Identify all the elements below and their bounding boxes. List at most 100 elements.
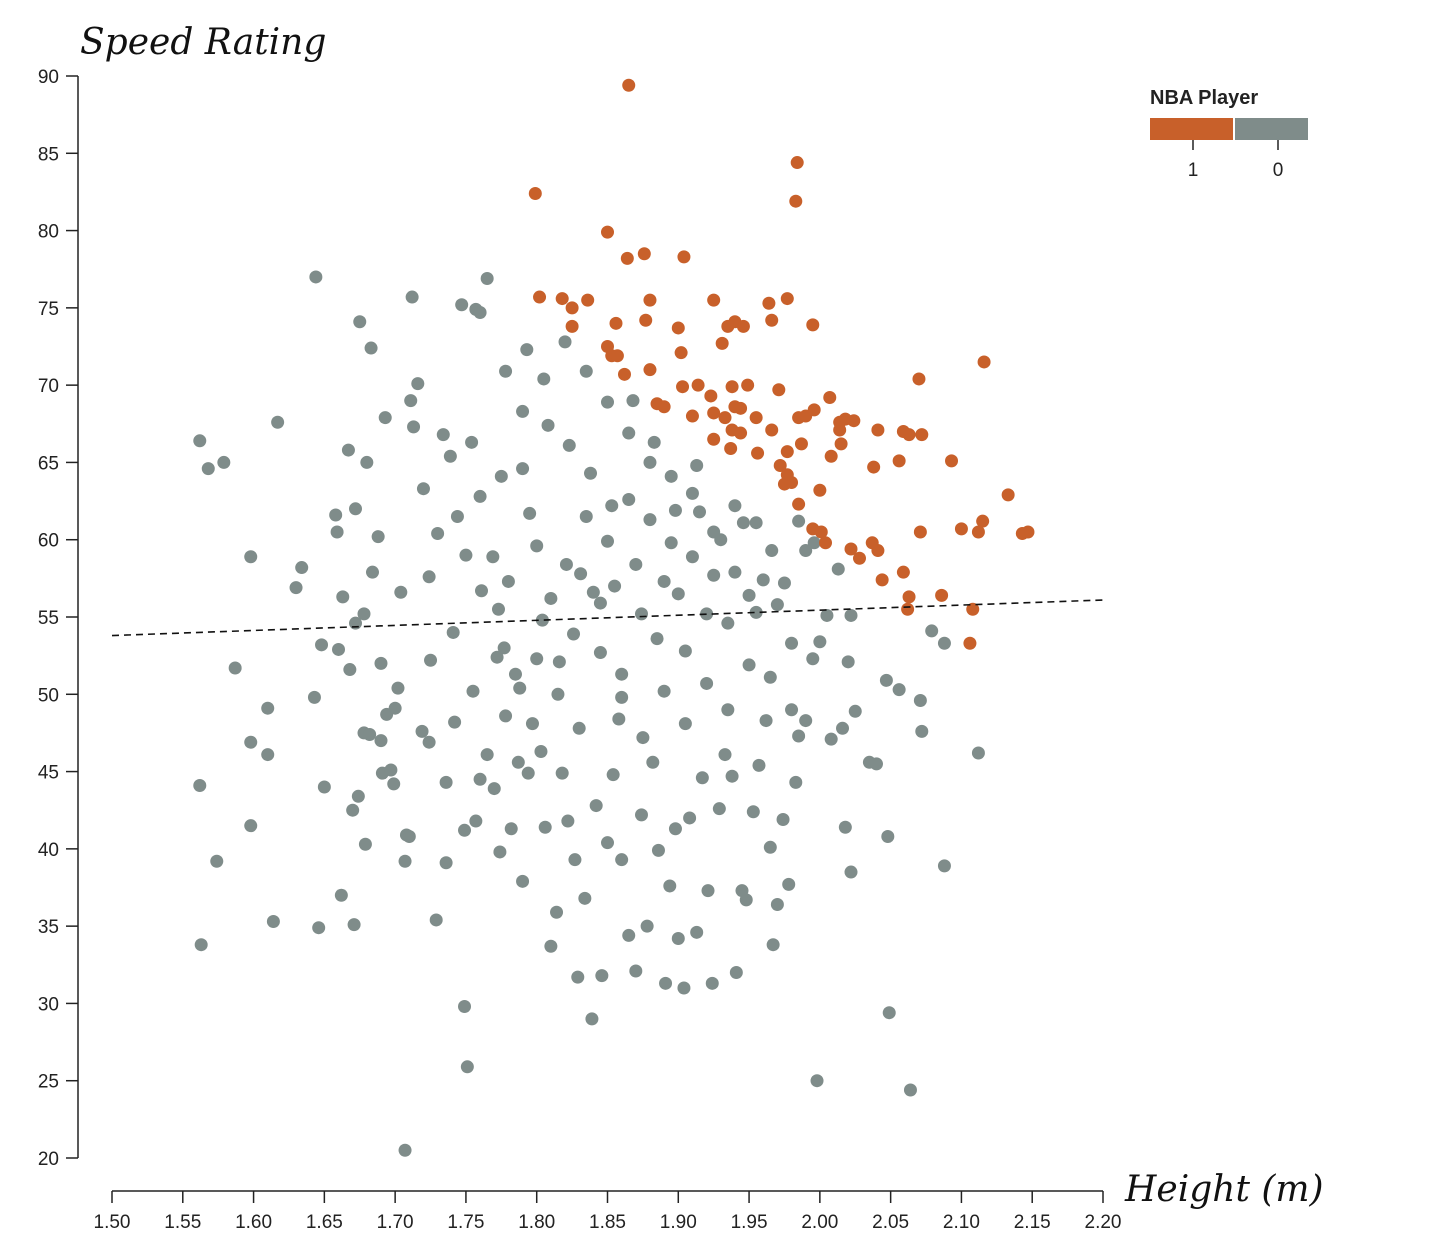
scatter-point-nba-1 [691, 378, 705, 392]
scatter-point-nba-1 [780, 292, 794, 306]
scatter-point-nba-0 [586, 585, 600, 599]
scatter-point-nba-0 [763, 840, 777, 854]
x-tick-label: 1.80 [518, 1212, 555, 1233]
scatter-point-nba-0 [244, 735, 258, 749]
scatter-point-nba-0 [499, 364, 513, 378]
scatter-point-nba-0 [643, 455, 657, 469]
x-tick-label: 1.70 [377, 1212, 414, 1233]
scatter-point-nba-1 [792, 497, 806, 511]
scatter-point-nba-0 [538, 820, 552, 834]
scatter-point-nba-0 [836, 721, 850, 735]
scatter-point-nba-0 [707, 568, 721, 582]
scatter-point-nba-0 [364, 341, 378, 355]
scatter-point-nba-0 [925, 624, 939, 638]
scatter-point-nba-0 [466, 684, 480, 698]
scatter-point-nba-0 [634, 607, 648, 621]
scatter-point-nba-0 [398, 854, 412, 868]
scatter-point-nba-0 [473, 305, 487, 319]
scatter-point-nba-1 [721, 319, 735, 333]
scatter-point-nba-0 [605, 499, 619, 513]
scatter-point-nba-0 [398, 1143, 412, 1157]
scatter-point-nba-0 [289, 581, 303, 595]
scatter-point-nba-0 [550, 905, 564, 919]
scatter-point-nba-0 [678, 644, 692, 658]
scatter-point-nba-1 [707, 432, 721, 446]
scatter-point-nba-0 [792, 729, 806, 743]
scatter-point-nba-0 [806, 652, 820, 666]
x-axis-title: Height (m) [1124, 1169, 1324, 1210]
scatter-point-nba-0 [387, 777, 401, 791]
y-axis-title: Speed Rating [80, 22, 326, 63]
scatter-point-nba-0 [792, 514, 806, 528]
scatter-point-nba-1 [871, 544, 885, 558]
scatter-point-nba-0 [516, 874, 530, 888]
y-tick-label: 65 [38, 453, 59, 474]
scatter-point-nba-0 [415, 724, 429, 738]
scatter-point-nba-0 [558, 335, 572, 349]
scatter-point-nba-0 [789, 775, 803, 789]
scatter-point-nba-0 [659, 976, 673, 990]
scatter-point-nba-0 [402, 829, 416, 843]
y-tick-label: 80 [38, 222, 59, 243]
scatter-point-nba-0 [664, 536, 678, 550]
scatter-point-nba-0 [455, 298, 469, 312]
scatter-point-nba-0 [971, 746, 985, 760]
scatter-point-nba-0 [756, 573, 770, 587]
scatter-point-nba-0 [465, 435, 479, 449]
scatter-point-nba-1 [704, 389, 718, 403]
scatter-point-nba-0 [578, 891, 592, 905]
scatter-point-nba-0 [759, 714, 773, 728]
scatter-point-nba-0 [353, 315, 367, 329]
x-tick-label: 2.20 [1085, 1212, 1122, 1233]
scatter-point-nba-0 [647, 435, 661, 449]
scatter-point-nba-1 [533, 290, 547, 304]
scatter-point-nba-0 [651, 843, 665, 857]
scatter-point-nba-1 [901, 602, 915, 616]
x-tick-label: 2.10 [943, 1212, 980, 1233]
scatter-point-nba-0 [530, 539, 544, 553]
y-tick-label: 90 [38, 67, 59, 88]
scatter-point-nba-0 [357, 607, 371, 621]
scatter-point-nba-1 [637, 247, 651, 261]
scatter-point-nba-0 [820, 608, 834, 622]
scatter-point-nba-0 [394, 585, 408, 599]
scatter-point-nba-0 [646, 755, 660, 769]
scatter-point-nba-0 [841, 655, 855, 669]
scatter-point-nba-0 [194, 938, 208, 952]
scatter-point-nba-0 [405, 290, 419, 304]
scatter-point-nba-0 [334, 888, 348, 902]
legend: NBA Player 1 0 [1150, 87, 1308, 181]
scatter-point-nba-1 [780, 445, 794, 459]
scatter-point-nba-0 [346, 803, 360, 817]
scatter-point-nba-1 [685, 409, 699, 423]
scatter-point-nba-0 [766, 938, 780, 952]
scatter-point-nba-0 [844, 865, 858, 879]
scatter-point-nba-1 [915, 428, 929, 442]
scatter-point-nba-0 [728, 499, 742, 513]
scatter-point-nba-0 [572, 721, 586, 735]
scatter-point-nba-0 [615, 667, 629, 681]
scatter-point-nba-0 [721, 616, 735, 630]
y-tick-label: 55 [38, 608, 59, 629]
scatter-point-nba-0 [374, 656, 388, 670]
scatter-point-nba-0 [752, 758, 766, 772]
scatter-point-nba-0 [504, 822, 518, 836]
y-tick-label: 70 [38, 376, 59, 397]
scatter-point-nba-0 [439, 775, 453, 789]
scatter-point-nba-0 [903, 1083, 917, 1097]
scatter-point-nba-0 [422, 570, 436, 584]
scatter-point-nba-1 [819, 536, 833, 550]
scatter-point-nba-1 [762, 296, 776, 310]
scatter-point-nba-1 [976, 514, 990, 528]
scatter-point-nba-0 [460, 1060, 474, 1074]
scatter-point-nba-1 [1001, 488, 1015, 502]
y-tick-label: 40 [38, 840, 59, 861]
scatter-point-nba-0 [579, 364, 593, 378]
scatter-point-nba-0 [516, 462, 530, 476]
scatter-point-nba-0 [701, 884, 715, 898]
scatter-point-nba-0 [685, 550, 699, 564]
scatter-point-nba-0 [725, 769, 739, 783]
scatter-point-nba-0 [915, 724, 929, 738]
scatter-point-nba-0 [552, 655, 566, 669]
x-tick-label: 1.55 [164, 1212, 201, 1233]
